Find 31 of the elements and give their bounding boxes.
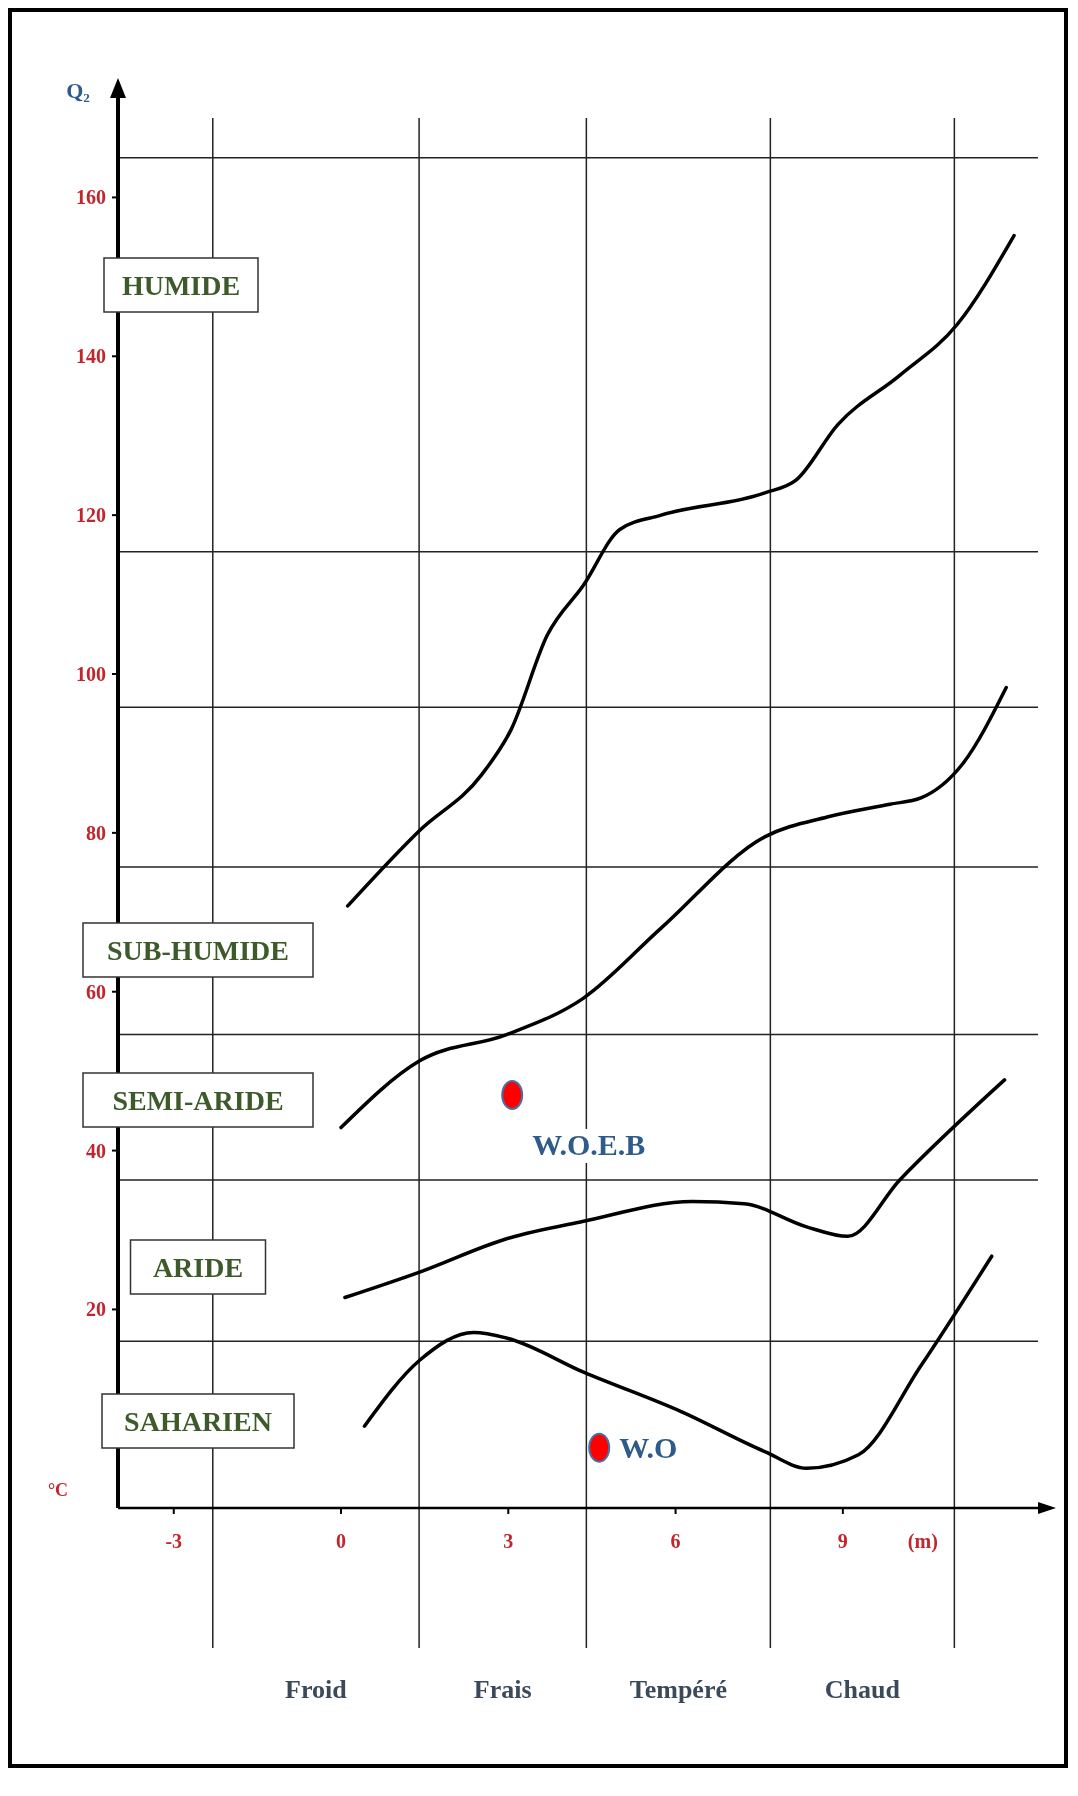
y-tick-label: 140 <box>76 345 106 368</box>
x-tick-label: 9 <box>837 1530 848 1552</box>
x-axis-title: (m) <box>907 1530 938 1553</box>
annotation: SAHARIEN <box>124 1405 272 1437</box>
x-tick-label: 6 <box>670 1530 681 1552</box>
x-tick-label: 3 <box>503 1530 514 1552</box>
text: Frais <box>473 1675 532 1704</box>
text: Tempéré <box>629 1675 727 1704</box>
x-tick-label: 0 <box>336 1530 347 1552</box>
annotation: ARIDE <box>152 1251 244 1283</box>
annotation: SEMI-ARIDE <box>112 1084 284 1116</box>
y-tick-label: 40 <box>86 1139 106 1162</box>
x-tick-label: -3 <box>165 1530 183 1552</box>
text: Froid <box>285 1675 348 1704</box>
annotation: SUB-HUMIDE <box>106 934 290 966</box>
line-series <box>362 1254 994 1471</box>
line-series <box>345 233 1016 908</box>
series-label: W.O.E.B <box>532 1127 646 1161</box>
y-tick-label: 100 <box>76 663 106 685</box>
y-axis-title: Q₂ <box>66 78 91 103</box>
y-tick-label: 60 <box>86 980 106 1003</box>
annotation: HUMIDE <box>121 269 241 301</box>
y-tick-label: 80 <box>86 821 106 844</box>
text: Chaud <box>824 1675 901 1704</box>
line-series <box>339 685 1008 1130</box>
y-tick-label: 160 <box>76 186 106 209</box>
line-series <box>343 1078 1007 1300</box>
text: °C <box>47 1480 69 1500</box>
series-label: W.O <box>619 1430 678 1464</box>
y-tick-label: 120 <box>76 504 106 527</box>
y-tick-label: 20 <box>86 1298 106 1321</box>
